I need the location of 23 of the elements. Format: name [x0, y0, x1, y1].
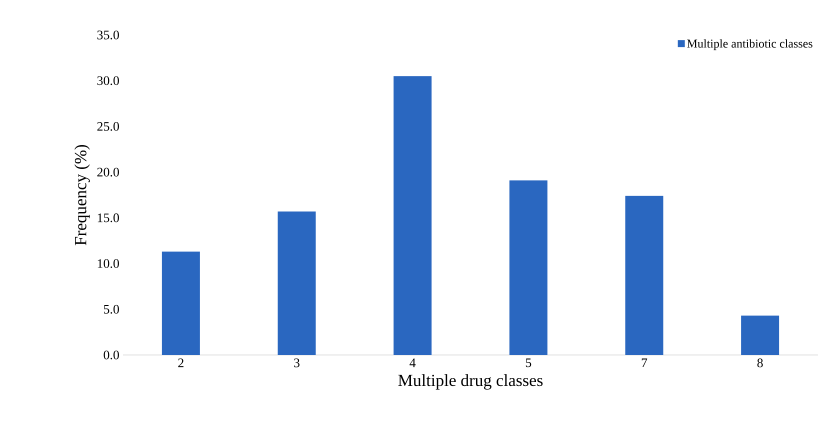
y-tick-label: 25.0 — [97, 122, 119, 131]
y-axis-title: Frequency (%) — [74, 145, 90, 246]
bar — [394, 76, 432, 355]
x-tick-label: 8 — [757, 358, 763, 368]
y-tick-label: 0.0 — [104, 350, 119, 360]
y-tick-label: 20.0 — [97, 168, 119, 177]
y-tick-label: 35.0 — [97, 30, 119, 40]
x-tick-label: 7 — [642, 358, 648, 368]
bar — [625, 196, 664, 355]
x-tick-label: 2 — [178, 358, 184, 368]
y-tick-label: 10.0 — [98, 259, 119, 268]
legend-label: Multiple antibiotic classes — [687, 39, 812, 50]
x-axis-title: Multiple drug classes — [398, 374, 543, 390]
y-tick-label: 30.0 — [97, 76, 119, 86]
bar — [509, 180, 548, 355]
x-tick-label: 4 — [410, 358, 416, 368]
x-tick-label: 3 — [294, 358, 300, 368]
y-tick-label: 15.0 — [98, 213, 119, 222]
bar — [162, 252, 200, 355]
bar — [741, 316, 780, 355]
x-tick-label: 5 — [526, 358, 532, 368]
bar — [278, 211, 316, 355]
y-tick-label: 5.0 — [104, 304, 119, 314]
